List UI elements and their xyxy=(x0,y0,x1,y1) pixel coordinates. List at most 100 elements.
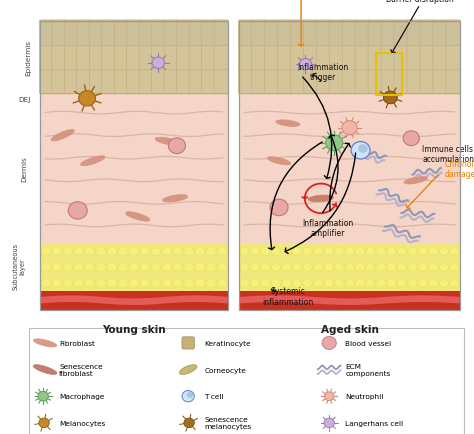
Circle shape xyxy=(74,279,84,288)
FancyBboxPatch shape xyxy=(201,45,216,71)
FancyBboxPatch shape xyxy=(329,45,344,71)
FancyBboxPatch shape xyxy=(189,69,203,95)
FancyBboxPatch shape xyxy=(214,21,228,46)
Circle shape xyxy=(322,337,337,350)
Circle shape xyxy=(250,248,260,256)
Circle shape xyxy=(387,279,396,288)
FancyBboxPatch shape xyxy=(264,69,279,95)
Bar xyxy=(239,22,460,310)
Circle shape xyxy=(356,279,365,288)
Circle shape xyxy=(74,263,84,272)
Circle shape xyxy=(206,263,216,272)
FancyBboxPatch shape xyxy=(407,69,422,95)
Circle shape xyxy=(326,135,343,151)
Circle shape xyxy=(151,247,161,256)
Circle shape xyxy=(272,248,281,256)
FancyBboxPatch shape xyxy=(355,21,370,46)
Circle shape xyxy=(52,263,62,272)
FancyBboxPatch shape xyxy=(420,69,435,95)
Circle shape xyxy=(63,263,73,272)
Circle shape xyxy=(429,279,438,288)
FancyBboxPatch shape xyxy=(238,21,253,46)
Circle shape xyxy=(345,248,354,256)
FancyBboxPatch shape xyxy=(177,21,191,46)
Bar xyxy=(40,22,228,94)
FancyBboxPatch shape xyxy=(164,69,179,95)
FancyBboxPatch shape xyxy=(64,21,79,46)
FancyBboxPatch shape xyxy=(152,21,166,46)
Circle shape xyxy=(261,279,270,288)
Circle shape xyxy=(85,247,95,256)
FancyBboxPatch shape xyxy=(52,45,66,71)
Circle shape xyxy=(303,279,312,288)
FancyBboxPatch shape xyxy=(368,69,383,95)
FancyBboxPatch shape xyxy=(114,21,128,46)
Circle shape xyxy=(38,391,48,401)
Circle shape xyxy=(429,263,438,272)
Text: DEJ: DEJ xyxy=(18,97,31,102)
FancyBboxPatch shape xyxy=(177,69,191,95)
Bar xyxy=(239,244,460,292)
FancyBboxPatch shape xyxy=(201,69,216,95)
Circle shape xyxy=(419,279,428,288)
Circle shape xyxy=(74,247,84,256)
FancyBboxPatch shape xyxy=(446,69,461,95)
Circle shape xyxy=(345,279,354,288)
Polygon shape xyxy=(155,138,180,146)
FancyBboxPatch shape xyxy=(177,45,191,71)
Circle shape xyxy=(408,279,417,288)
Circle shape xyxy=(324,279,333,288)
FancyBboxPatch shape xyxy=(381,69,396,95)
Bar xyxy=(239,292,460,310)
FancyBboxPatch shape xyxy=(394,45,409,71)
Circle shape xyxy=(96,247,106,256)
FancyBboxPatch shape xyxy=(164,21,179,46)
Circle shape xyxy=(303,248,312,256)
Text: Neutrophil: Neutrophil xyxy=(346,393,383,399)
Circle shape xyxy=(397,248,407,256)
FancyBboxPatch shape xyxy=(420,45,435,71)
Circle shape xyxy=(335,279,344,288)
FancyBboxPatch shape xyxy=(152,45,166,71)
Circle shape xyxy=(118,263,128,272)
FancyBboxPatch shape xyxy=(394,69,409,95)
FancyBboxPatch shape xyxy=(264,21,279,46)
Polygon shape xyxy=(404,177,428,184)
Circle shape xyxy=(313,248,323,256)
Text: Fibroblast: Fibroblast xyxy=(59,340,95,346)
Circle shape xyxy=(140,279,150,288)
Circle shape xyxy=(195,263,205,272)
Text: Aged skin: Aged skin xyxy=(320,324,379,334)
FancyBboxPatch shape xyxy=(139,21,154,46)
Circle shape xyxy=(107,263,117,272)
FancyBboxPatch shape xyxy=(381,21,396,46)
FancyBboxPatch shape xyxy=(238,45,253,71)
Text: Melanocytes: Melanocytes xyxy=(59,420,106,426)
Circle shape xyxy=(282,248,291,256)
FancyBboxPatch shape xyxy=(446,21,461,46)
FancyBboxPatch shape xyxy=(102,69,116,95)
FancyBboxPatch shape xyxy=(39,21,54,46)
Text: Young skin: Young skin xyxy=(102,324,166,334)
Circle shape xyxy=(217,279,227,288)
Circle shape xyxy=(41,263,51,272)
Circle shape xyxy=(376,248,386,256)
FancyBboxPatch shape xyxy=(290,45,305,71)
Text: ECM
components: ECM components xyxy=(346,363,391,376)
FancyBboxPatch shape xyxy=(189,45,203,71)
Circle shape xyxy=(41,247,51,256)
Circle shape xyxy=(272,279,281,288)
FancyBboxPatch shape xyxy=(77,21,91,46)
Polygon shape xyxy=(33,339,57,347)
Text: Epidermis: Epidermis xyxy=(26,40,31,76)
Circle shape xyxy=(408,248,417,256)
Circle shape xyxy=(300,59,312,71)
Polygon shape xyxy=(267,158,291,165)
Circle shape xyxy=(217,263,227,272)
Circle shape xyxy=(397,279,407,288)
FancyBboxPatch shape xyxy=(303,45,318,71)
Circle shape xyxy=(376,279,386,288)
Circle shape xyxy=(151,279,161,288)
Circle shape xyxy=(450,248,459,256)
Circle shape xyxy=(261,263,270,272)
